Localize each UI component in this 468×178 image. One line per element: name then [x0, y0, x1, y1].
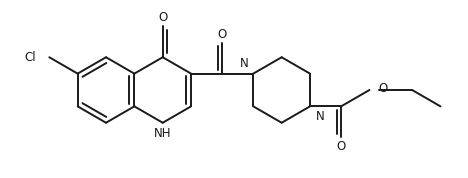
- Text: O: O: [336, 140, 346, 153]
- Text: N: N: [316, 110, 325, 123]
- Text: O: O: [379, 82, 388, 95]
- Text: O: O: [218, 28, 227, 41]
- Text: N: N: [240, 57, 249, 70]
- Text: O: O: [158, 11, 168, 24]
- Text: NH: NH: [154, 127, 171, 140]
- Text: Cl: Cl: [25, 51, 37, 64]
